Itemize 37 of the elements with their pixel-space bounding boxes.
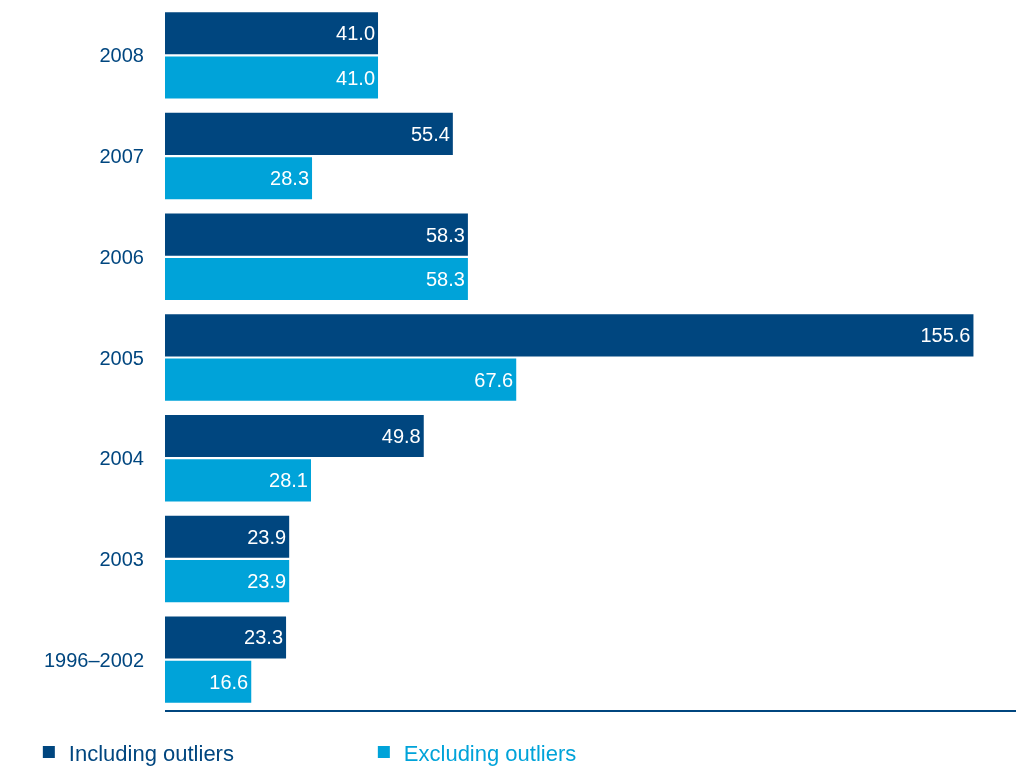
bar: [165, 560, 290, 603]
data-label: 41.0: [336, 66, 376, 89]
bar: [165, 56, 379, 99]
y-tick-label: 2008: [99, 44, 144, 67]
data-label: 67.6: [474, 368, 514, 391]
data-label: 58.3: [425, 223, 465, 246]
y-tick-label: 2003: [99, 547, 144, 570]
data-label: 23.9: [247, 525, 287, 548]
bar: [165, 515, 290, 558]
data-label: 41.0: [336, 22, 376, 45]
bar: [165, 616, 287, 659]
data-label: 16.6: [209, 670, 249, 693]
y-tick-label: 1996–2002: [43, 648, 144, 671]
data-label: 28.1: [269, 469, 308, 492]
bar: [165, 358, 517, 401]
bar: [165, 157, 313, 200]
y-tick-label: 2006: [99, 245, 144, 268]
y-tick-label: 2007: [99, 145, 144, 168]
data-label: 23.9: [247, 570, 287, 593]
bar: [165, 660, 252, 703]
legend-label: Including outliers: [68, 740, 234, 766]
y-tick-label: 2005: [99, 346, 144, 369]
bar: [165, 213, 468, 256]
bar: [165, 314, 974, 357]
data-label: 55.4: [410, 122, 450, 145]
bar: [165, 459, 311, 502]
bar: [165, 415, 424, 458]
data-label: 23.3: [244, 626, 284, 649]
y-tick-label: 2004: [99, 447, 144, 470]
bar: [165, 12, 379, 55]
data-label: 49.8: [381, 425, 421, 448]
bar: [165, 112, 453, 155]
data-label: 28.3: [270, 167, 310, 190]
bar: [165, 257, 468, 300]
data-label: 155.6: [920, 324, 971, 347]
data-label: 58.3: [425, 267, 465, 290]
legend-label: Excluding outliers: [403, 740, 577, 766]
